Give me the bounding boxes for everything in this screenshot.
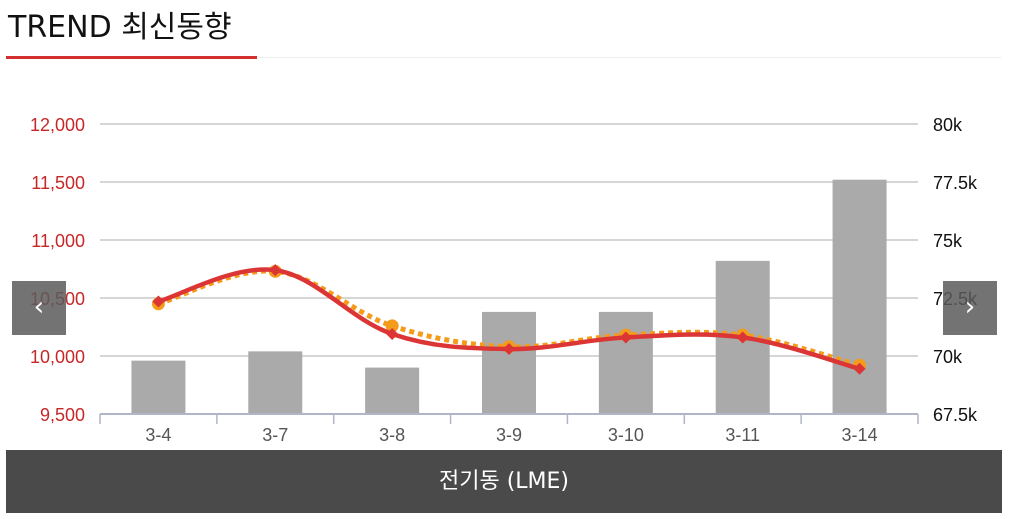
bar	[131, 360, 186, 414]
right-axis-tick-label: 67.5k	[933, 405, 978, 425]
bar	[248, 351, 303, 414]
page-title: TREND 최신동향	[8, 10, 232, 45]
line-series	[151, 264, 867, 375]
x-axis-tick-label: 3-8	[379, 425, 405, 445]
bar	[482, 311, 536, 414]
right-axis-tick-label: 80k	[933, 115, 963, 135]
x-axis-tick-label: 3-14	[842, 425, 878, 445]
x-axis-tick-label: 3-7	[262, 425, 288, 445]
x-axis-tick-label: 3-9	[496, 425, 522, 445]
solid-series-point	[736, 331, 749, 344]
bar	[598, 311, 653, 414]
solid-series-point	[853, 362, 866, 375]
solid-series-point	[619, 331, 632, 344]
x-axis-tick-label: 3-10	[608, 425, 644, 445]
trend-chart: 9,50010,00010,50011,00011,50012,00067.5k…	[30, 115, 978, 445]
chevron-right-icon[interactable]: ›	[943, 281, 997, 335]
axes	[99, 413, 919, 424]
solid-series-point	[269, 264, 282, 277]
title-underline	[6, 56, 257, 59]
left-axis-tick-label: 11,500	[31, 173, 85, 193]
bar-series	[131, 179, 887, 414]
title-divider	[257, 57, 1001, 58]
left-axis-tick-label: 11,000	[31, 231, 85, 251]
chevron-left-icon[interactable]: ‹	[12, 281, 66, 335]
bar	[365, 367, 420, 414]
solid-series-point	[503, 343, 515, 356]
left-axis-tick-label: 9,500	[40, 405, 85, 425]
right-axis-tick-label: 77.5k	[933, 173, 978, 193]
solid-series-point	[386, 327, 399, 340]
left-axis-tick-label: 10,000	[30, 347, 85, 367]
solid-series-point	[152, 295, 165, 308]
chart-caption: 전기동 (LME)	[6, 450, 1002, 513]
x-axis-tick-label: 3-11	[725, 425, 760, 445]
right-axis-tick-label: 75k	[933, 231, 963, 251]
x-axis-tick-label: 3-4	[145, 425, 171, 445]
bar	[832, 179, 887, 414]
right-axis-tick-label: 70k	[933, 347, 963, 367]
dotted-series-point	[385, 319, 399, 333]
left-axis-tick-label: 12,000	[30, 115, 85, 135]
